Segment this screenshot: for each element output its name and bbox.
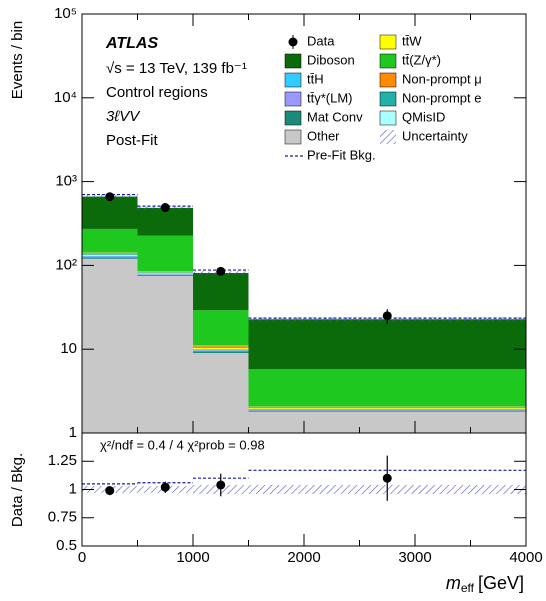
legend-label: Uncertainty bbox=[402, 128, 468, 143]
legend-swatch bbox=[379, 91, 397, 107]
experiment: ATLAS bbox=[105, 35, 158, 52]
stack-segment bbox=[193, 346, 249, 348]
legend-label: tt̄γ*(LM) bbox=[307, 90, 353, 105]
legend-label: Non-prompt μ bbox=[402, 71, 482, 86]
legend-label: Data bbox=[307, 33, 335, 48]
stack-segment bbox=[193, 347, 249, 350]
stack-segment bbox=[137, 275, 193, 433]
ratio-tick-label: 0.75 bbox=[48, 509, 77, 526]
legend-label: Other bbox=[307, 128, 340, 143]
stack-segment bbox=[248, 406, 526, 408]
region: Control regions bbox=[106, 84, 208, 101]
fit-label: Post-Fit bbox=[106, 132, 159, 149]
stack-segment bbox=[193, 273, 249, 311]
stack-segment bbox=[193, 349, 249, 351]
legend-swatch bbox=[380, 130, 396, 144]
stack-segment bbox=[248, 411, 526, 433]
stack-segment bbox=[137, 271, 193, 272]
stack-segment bbox=[137, 273, 193, 275]
stack-segment bbox=[82, 255, 138, 257]
legend-swatch bbox=[379, 110, 397, 126]
legend-label: tt̄(Z/γ*) bbox=[402, 52, 441, 67]
ratio-point bbox=[160, 482, 170, 492]
stack-segment bbox=[137, 274, 193, 275]
legend-label: tt̄H bbox=[307, 71, 324, 86]
ratio-tick-label: 1 bbox=[69, 480, 77, 497]
legend-swatch bbox=[284, 129, 302, 145]
stack-segment bbox=[82, 254, 138, 256]
data-point bbox=[382, 311, 392, 321]
x-tick-label: 1000 bbox=[176, 549, 209, 566]
legend-label: QMisID bbox=[402, 109, 445, 124]
stack-segment bbox=[82, 253, 138, 255]
y-label: Events / bin bbox=[9, 21, 26, 99]
data-point bbox=[105, 192, 115, 202]
legend-label: Non-prompt e bbox=[402, 90, 481, 105]
chi2: χ²/ndf = 0.4 / 4 χ²prob = 0.98 bbox=[100, 437, 265, 452]
legend-swatch bbox=[379, 34, 397, 50]
y-tick-label: 10 bbox=[60, 340, 77, 357]
y-tick-label: 1 bbox=[69, 424, 77, 441]
stack-segment bbox=[193, 350, 249, 352]
stack-segment bbox=[248, 409, 526, 411]
ratio-point bbox=[216, 480, 226, 490]
y-tick-label: 10⁵ bbox=[54, 5, 77, 22]
stack-segment bbox=[82, 257, 138, 259]
stack-segment bbox=[82, 256, 138, 258]
energy: √s = 13 TeV, 139 fb⁻¹ bbox=[106, 60, 247, 77]
x-tick-label: 4000 bbox=[509, 549, 542, 566]
stack-segment bbox=[82, 252, 138, 254]
legend-swatch bbox=[284, 110, 302, 126]
stack-segment bbox=[82, 228, 138, 253]
stack-segment bbox=[248, 319, 526, 370]
data-point bbox=[216, 266, 226, 276]
data-point bbox=[160, 203, 170, 213]
x-tick-label: 0 bbox=[78, 549, 86, 566]
legend-label: Pre-Fit Bkg. bbox=[307, 147, 376, 162]
legend-swatch bbox=[379, 53, 397, 69]
y-tick-label: 10³ bbox=[55, 173, 77, 190]
stack-segment bbox=[137, 271, 193, 273]
stack-segment bbox=[193, 310, 249, 346]
ratio-tick-label: 1.25 bbox=[48, 452, 77, 469]
y-tick-label: 10⁴ bbox=[54, 89, 77, 106]
legend-swatch bbox=[284, 72, 302, 88]
legend-swatch bbox=[284, 91, 302, 107]
stack-segment bbox=[193, 345, 249, 347]
stack-segment bbox=[248, 408, 526, 410]
x-tick-label: 2000 bbox=[287, 549, 320, 566]
legend-swatch bbox=[379, 72, 397, 88]
y-tick-label: 10² bbox=[55, 256, 77, 273]
x-label: meff [GeV] bbox=[446, 573, 524, 595]
ratio-point bbox=[382, 473, 392, 483]
stack-segment bbox=[248, 410, 526, 411]
stack-segment bbox=[137, 235, 193, 271]
stack-segment bbox=[137, 274, 193, 276]
x-tick-label: 3000 bbox=[398, 549, 431, 566]
stack-segment bbox=[137, 207, 193, 236]
ratio-point bbox=[105, 486, 115, 496]
legend-swatch bbox=[284, 53, 302, 69]
legend-label: tt̄W bbox=[402, 33, 422, 48]
stack-segment bbox=[193, 353, 249, 433]
stack-segment bbox=[248, 369, 526, 407]
stack-segment bbox=[137, 272, 193, 274]
stack-segment bbox=[248, 407, 526, 409]
ratio-y-label: Data / Bkg. bbox=[9, 453, 26, 527]
stack-segment bbox=[82, 196, 138, 229]
ratio-tick-label: 0.5 bbox=[56, 537, 77, 554]
legend-label: Diboson bbox=[307, 52, 355, 67]
legend-label: Mat Conv bbox=[307, 109, 363, 124]
stack-segment bbox=[248, 410, 526, 412]
stack-segment bbox=[193, 351, 249, 354]
channel: 3ℓVV bbox=[106, 108, 141, 125]
stack-segment bbox=[82, 258, 138, 433]
